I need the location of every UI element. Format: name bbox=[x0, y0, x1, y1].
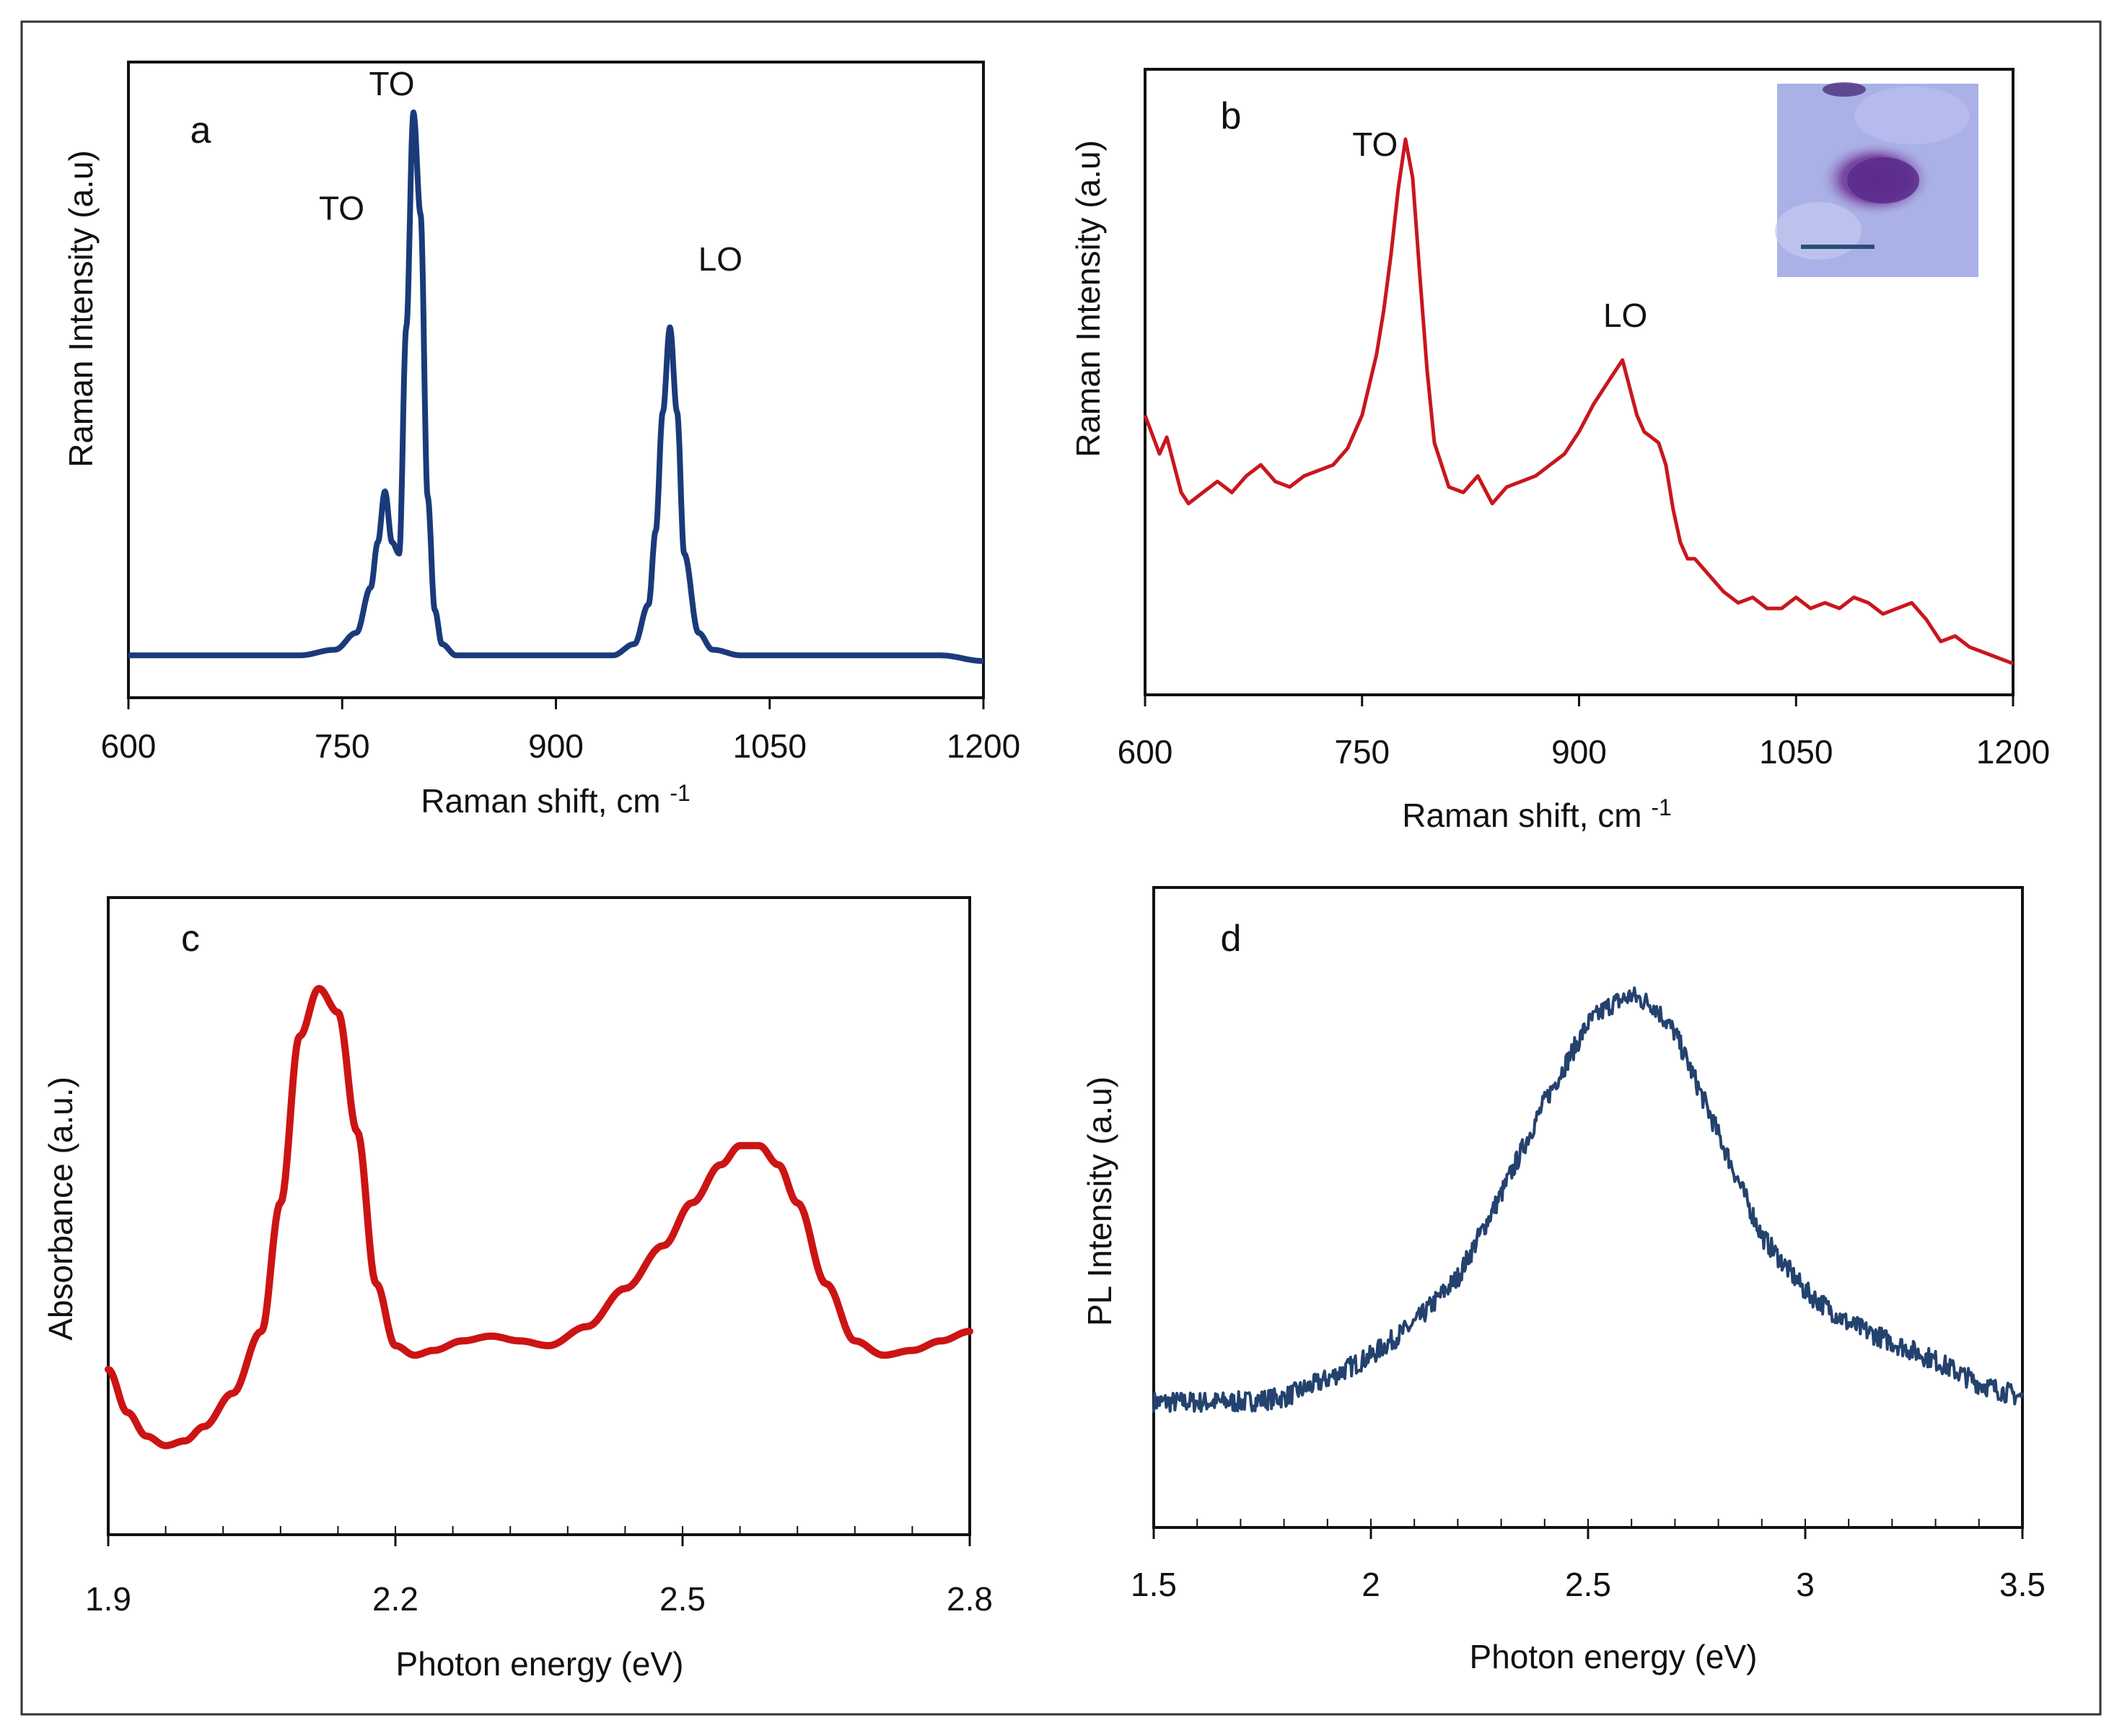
x-tick-label: 750 bbox=[315, 727, 370, 765]
x-tick-label: 600 bbox=[1118, 733, 1173, 771]
x-axis-ticks-a: 600 750 900 1050 1200 bbox=[101, 698, 1020, 765]
x-tick-label: 3 bbox=[1796, 1566, 1815, 1603]
x-axis-label-d: Photon energy (eV) bbox=[1470, 1638, 1758, 1675]
x-tick-label: 900 bbox=[1551, 733, 1607, 771]
y-axis-label-c: Absorbance (a.u.) bbox=[42, 1077, 79, 1341]
x-tick-label: 600 bbox=[101, 727, 157, 765]
x-axis-ticks-d: 1.5 2 2.5 3 3.5 bbox=[1131, 1519, 2046, 1603]
y-axis-label-a: Raman Intensity (a.u) bbox=[62, 150, 100, 468]
x-axis-ticks-b: 600 750 900 1050 1200 bbox=[1118, 695, 2050, 771]
peak-annotation: LO bbox=[698, 240, 742, 278]
x-tick-label: 900 bbox=[528, 727, 584, 765]
plot-frame-c bbox=[107, 896, 971, 1536]
x-axis-label-b: Raman shift, cm -1 bbox=[1402, 794, 1672, 834]
figure-border bbox=[20, 20, 2102, 1716]
x-tick-label: 2 bbox=[1362, 1566, 1380, 1603]
inset-background-blot bbox=[1854, 87, 1970, 144]
panel-a: 600 750 900 1050 1200 a TO TO LO Raman shift, … bbox=[62, 61, 1020, 820]
panel-b: 600 750 900 1050 1200 b TO LO Raman shift, cm… bbox=[1069, 68, 2050, 834]
annotations-a: TO TO LO bbox=[319, 65, 742, 278]
x-tick-label: 1200 bbox=[947, 727, 1020, 765]
panel-label-d: d bbox=[1221, 918, 1242, 960]
peak-annotation: TO bbox=[369, 65, 414, 102]
inset-particle-core bbox=[1847, 157, 1919, 203]
y-axis-label-b: Raman Intensity (a.u) bbox=[1069, 140, 1107, 457]
peak-annotation: LO bbox=[1603, 297, 1647, 334]
x-axis-label-a: Raman shift, cm -1 bbox=[421, 780, 690, 820]
inset-dark-spot bbox=[1823, 82, 1866, 97]
panel-label-a: a bbox=[190, 110, 211, 152]
x-tick-label: 1.9 bbox=[85, 1580, 131, 1618]
x-tick-label: 2.2 bbox=[372, 1580, 418, 1618]
annotations-b: TO LO bbox=[1352, 126, 1647, 334]
inset-micrograph bbox=[1775, 82, 1978, 277]
peak-annotation: TO bbox=[1352, 126, 1398, 163]
peak-annotation: TO bbox=[319, 190, 364, 227]
series-line-d-noise bbox=[1152, 986, 2024, 1413]
x-tick-label: 1050 bbox=[733, 727, 807, 765]
x-axis-label-c: Photon energy (eV) bbox=[396, 1645, 684, 1683]
panel-label-c: c bbox=[181, 918, 200, 960]
panel-d: 1.5 2 2.5 3 3.5 d Photon energy (eV) PL Inte… bbox=[1081, 886, 2046, 1675]
x-tick-label: 1050 bbox=[1759, 733, 1833, 771]
x-tick-label: 1200 bbox=[1976, 733, 2050, 771]
series-line-b bbox=[1143, 137, 2014, 666]
y-axis-label-d: PL Intensity (a.u) bbox=[1081, 1077, 1118, 1326]
x-tick-label: 2.5 bbox=[659, 1580, 706, 1618]
series-line-c bbox=[105, 985, 973, 1450]
x-tick-label: 750 bbox=[1334, 733, 1390, 771]
x-tick-label: 2.5 bbox=[1565, 1566, 1611, 1603]
series-line-a bbox=[128, 109, 984, 665]
panel-c: 1.9 2.2 2.5 2.8 c Photon energy (eV) Absorb… bbox=[42, 896, 993, 1683]
x-tick-label: 3.5 bbox=[1999, 1566, 2046, 1603]
x-axis-ticks-c: 1.9 2.2 2.5 2.8 bbox=[85, 1526, 993, 1618]
x-tick-label: 1.5 bbox=[1131, 1566, 1177, 1603]
x-tick-label: 2.8 bbox=[947, 1580, 993, 1618]
panel-label-b: b bbox=[1221, 95, 1242, 137]
